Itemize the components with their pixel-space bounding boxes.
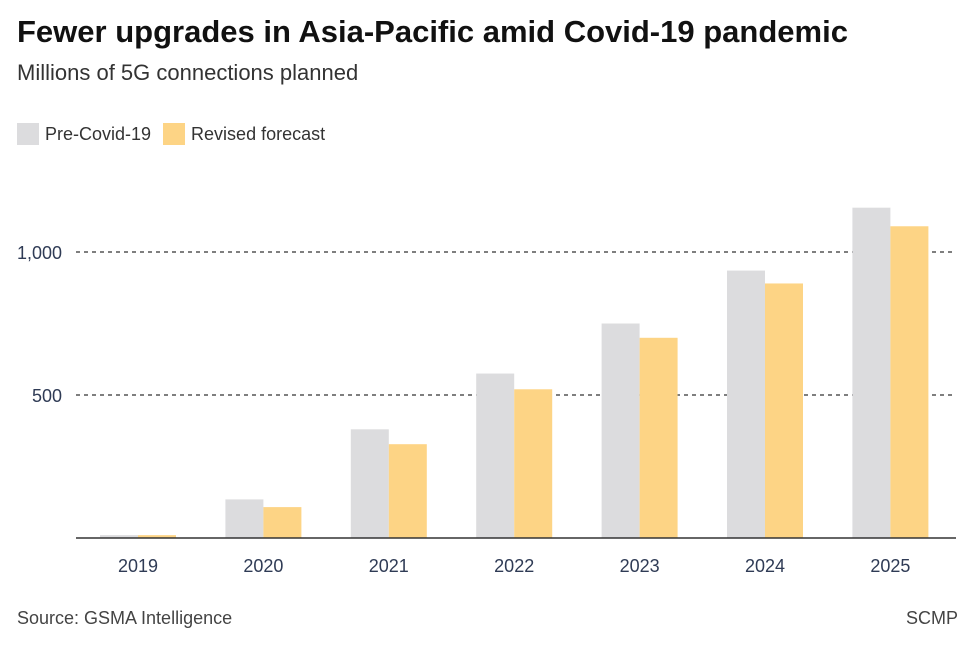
credit: SCMP xyxy=(905,608,958,628)
legend-swatch-revised xyxy=(163,123,186,145)
x-tick-label: 2021 xyxy=(369,556,409,576)
bar-pre-covid xyxy=(852,207,891,539)
source-note: Source: GSMA Intelligence xyxy=(17,608,233,628)
x-tick-label: 2025 xyxy=(870,556,910,576)
legend-item-revised: Revised forecast xyxy=(163,123,325,145)
x-tick-label: 2022 xyxy=(494,556,534,576)
bar-revised xyxy=(639,337,678,538)
bar-revised xyxy=(890,226,929,538)
x-tick-label: 2024 xyxy=(745,556,785,576)
legend-swatch-pre-covid xyxy=(17,123,39,145)
bar-revised xyxy=(263,507,302,538)
bar-revised xyxy=(138,535,176,538)
bar-pre-covid xyxy=(476,373,515,538)
chart-title: Fewer upgrades in Asia-Pacific amid Covi… xyxy=(17,14,848,49)
legend: Pre-Covid-19 Revised forecast xyxy=(17,123,337,145)
bar-pre-covid xyxy=(350,429,389,538)
legend-label-pre-covid: Pre-Covid-19 xyxy=(45,123,152,144)
legend-label-revised: Revised forecast xyxy=(191,123,326,144)
legend-item-pre-covid: Pre-Covid-19 xyxy=(17,123,151,145)
bar-revised xyxy=(388,444,427,538)
bar-revised xyxy=(514,389,553,538)
x-tick-label: 2023 xyxy=(620,556,660,576)
bar-pre-covid xyxy=(727,270,765,538)
x-tick-label: 2019 xyxy=(118,556,158,576)
bar-pre-covid xyxy=(601,323,640,538)
bar-pre-covid xyxy=(225,499,264,538)
x-tick-label: 2020 xyxy=(243,556,283,576)
y-tick-label: 1,000 xyxy=(17,243,62,263)
y-tick-label: 500 xyxy=(32,386,62,406)
chart-subtitle: Millions of 5G connections planned xyxy=(17,60,359,85)
bar-pre-covid xyxy=(100,535,138,538)
bar-revised xyxy=(765,283,803,538)
